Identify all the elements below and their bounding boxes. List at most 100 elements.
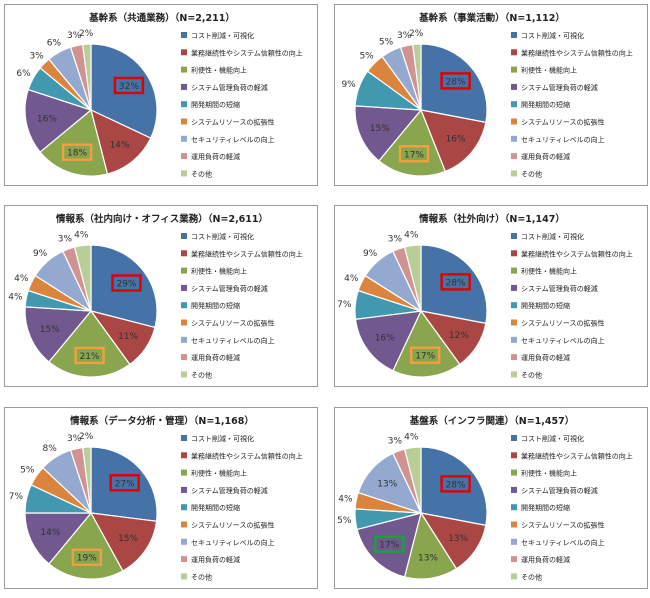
pie-label-3: 16% — [375, 333, 395, 343]
highlight-box — [440, 72, 471, 90]
legend-label-5: システムリソースの拡張性 — [521, 319, 604, 328]
chart-panel-0: 基幹系（共通業務）（N=2,211） 32% 14% 18% 16% 6% 3% 6% 3% 2%… — [4, 4, 318, 186]
legend-label-3: システム管理負荷の軽減 — [191, 486, 268, 495]
pie-label-4: 6% — [16, 69, 31, 79]
legend-label-4: 開発期間の短縮 — [191, 503, 240, 512]
legend-label-8: その他 — [521, 169, 542, 178]
chart-panel-5: 基盤系（インフラ関連）（N=1,457） 28% 13% 13% 17% 5% 4% 13% 3… — [334, 407, 648, 589]
legend-swatch-0 — [511, 233, 517, 239]
pie-label-5: 4% — [14, 274, 29, 284]
legend-label-4: 開発期間の短縮 — [521, 503, 570, 512]
pie-slice-1 — [89, 512, 158, 572]
legend-swatch-8 — [511, 573, 517, 580]
legend-swatch-5 — [511, 319, 517, 326]
pie-label-8: 4% — [74, 231, 89, 241]
legend-swatch-4 — [181, 504, 187, 511]
legend-swatch-2 — [181, 469, 187, 476]
legend-label-7: 運用負荷の軽減 — [191, 353, 240, 362]
pie-slice-0 — [420, 43, 488, 124]
chart-title: 情報系（データ分析・管理）（N=1,168） — [69, 415, 254, 427]
pie-label-5: 5% — [359, 52, 374, 62]
chart-panel-3: 情報系（社外向け）（N=1,147） 28% 12% 17% 16% 7% 4% 9% 3% 4%… — [334, 205, 648, 387]
legend-label-2: 利便性・機能向上 — [521, 66, 577, 75]
pie-label-0: 27% — [115, 479, 135, 489]
pie-label-8: 2% — [79, 29, 94, 39]
pie-slice-8 — [82, 446, 92, 514]
pie-slice-0 — [90, 446, 158, 522]
legend-swatch-3 — [181, 284, 187, 291]
legend-label-7: 運用負荷の軽減 — [521, 555, 570, 564]
legend-swatch-2 — [181, 267, 187, 274]
legend-label-8: その他 — [191, 572, 212, 581]
legend-swatch-6 — [181, 336, 187, 343]
pie-slice-8 — [73, 244, 92, 312]
legend-swatch-6 — [511, 538, 517, 545]
pie-label-8: 2% — [79, 432, 94, 442]
legend-swatch-4 — [511, 302, 517, 309]
legend-label-6: セキュリティレベルの向上 — [521, 135, 605, 144]
pie-label-2: 18% — [67, 149, 87, 159]
pie-label-5: 3% — [29, 52, 44, 62]
pie-label-5: 5% — [20, 466, 35, 476]
legend-label-6: セキュリティレベルの向上 — [191, 336, 275, 345]
pie-chart: 基盤系（インフラ関連）（N=1,457） 28% 13% 13% 17% 5% 4% 13% 3… — [337, 415, 633, 581]
highlight-box — [440, 273, 471, 291]
legend-label-8: その他 — [521, 572, 542, 581]
legend-swatch-2 — [511, 469, 517, 476]
pie-slice-8 — [403, 244, 422, 312]
highlight-box — [74, 346, 105, 365]
legend-swatch-8 — [181, 170, 187, 177]
pie-label-2: 21% — [80, 352, 100, 362]
pie-slice-2 — [392, 309, 461, 378]
legend-swatch-8 — [181, 573, 187, 580]
legend-swatch-1 — [511, 452, 517, 459]
pie-label-1: 14% — [110, 141, 130, 151]
legend-swatch-4 — [511, 101, 517, 108]
legend-label-7: 運用負荷の軽減 — [521, 152, 570, 161]
legend-swatch-6 — [511, 336, 517, 343]
pie-slice-3 — [354, 310, 423, 372]
legend-label-2: 利便性・機能向上 — [521, 267, 577, 276]
legend-label-6: セキュリティレベルの向上 — [521, 538, 605, 547]
pie-label-7: 3% — [67, 31, 82, 41]
legend-label-7: 運用負荷の軽減 — [191, 152, 240, 161]
pie-slice-2 — [48, 310, 131, 378]
legend-swatch-5 — [181, 319, 187, 326]
legend-label-1: 業務継続性やシステム信頼性の向上 — [521, 249, 633, 258]
legend-label-3: システム管理負荷の軽減 — [191, 83, 268, 92]
pie-label-0: 32% — [119, 82, 139, 92]
pie-slice-0 — [90, 43, 158, 139]
legend-swatch-1 — [181, 250, 187, 257]
pie-chart: 基幹系（共通業務）（N=2,211）32%14%18%16%6%3%6%3%2%… — [16, 12, 302, 178]
legend-swatch-0 — [181, 32, 187, 38]
legend-label-0: コスト削減・可視化 — [521, 434, 584, 443]
pie-label-0: 29% — [116, 280, 136, 290]
highlight-box — [398, 145, 430, 163]
legend-swatch-6 — [181, 538, 187, 545]
pie-chart: 情報系（社外向け）（N=1,147）28%12%17%16%7%4%9%3% 4%… — [337, 213, 633, 379]
legend-swatch-1 — [511, 250, 517, 257]
pie-label-1: 16% — [446, 135, 466, 145]
legend-label-2: 利便性・機能向上 — [191, 267, 247, 276]
legend-swatch-1 — [511, 49, 517, 56]
legend-swatch-4 — [511, 504, 517, 511]
legend-label-7: 運用負荷の軽減 — [521, 353, 570, 362]
legend-label-0: コスト削減・可視化 — [191, 434, 254, 443]
pie-label-5: 4% — [344, 274, 359, 284]
pie-label-4: 7% — [9, 492, 24, 502]
pie-label-3: 14% — [40, 528, 60, 538]
pie-label-8: 4% — [404, 433, 419, 443]
legend-label-0: コスト削減・可視化 — [521, 232, 584, 241]
legend-label-1: 業務継続性やシステム信頼性の向上 — [521, 451, 633, 460]
legend-swatch-3 — [511, 284, 517, 291]
legend-label-6: セキュリティレベルの向上 — [191, 135, 275, 144]
legend-label-1: 業務継続性やシステム信頼性の向上 — [521, 48, 633, 57]
pie-label-2: 17% — [415, 352, 435, 362]
legend-label-1: 業務継続性やシステム信頼性の向上 — [191, 249, 303, 258]
legend-label-5: システムリソースの拡張性 — [521, 118, 604, 127]
pie-slice-2 — [48, 511, 124, 580]
pie-label-2: 19% — [77, 554, 97, 564]
pie-label-4: 9% — [341, 80, 356, 90]
pie-slice-3 — [356, 512, 422, 578]
legend-label-5: システムリソースの拡張性 — [191, 521, 274, 530]
